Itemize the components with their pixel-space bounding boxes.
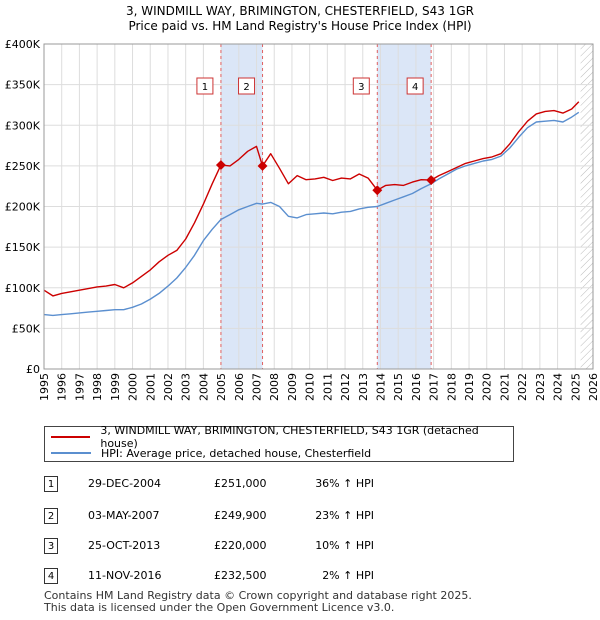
transaction-row: 2 03-MAY-2007 £249,900 23% ↑ HPI [44, 508, 564, 526]
x-tick-label: 2006 [233, 373, 246, 401]
x-tick-label: 2003 [180, 373, 193, 401]
chart-legend: 3, WINDMILL WAY, BRIMINGTON, CHESTERFIEL… [44, 424, 514, 462]
chart-title-line2: Price paid vs. HM Land Registry's House … [128, 19, 472, 33]
x-tick-label: 2002 [162, 373, 175, 401]
y-tick-label: £0 [26, 363, 40, 376]
x-tick-label: 1997 [73, 373, 86, 401]
x-tick-label: 2022 [516, 373, 529, 401]
sale-label-text: 3 [358, 82, 364, 93]
x-tick-label: 2014 [374, 373, 387, 401]
chart-title-line1: 3, WINDMILL WAY, BRIMINGTON, CHESTERFIEL… [125, 4, 475, 18]
x-tick-label: 2007 [251, 373, 264, 401]
x-tick-label: 2026 [587, 373, 600, 401]
y-tick-label: £300K [5, 119, 41, 132]
property-price-line [44, 101, 580, 297]
x-tick-label: 2019 [463, 373, 476, 401]
legend-item-property: 3, WINDMILL WAY, BRIMINGTON, CHESTERFIEL… [51, 424, 513, 450]
price-chart: 1 2 3 4 £0 £50K £100K £150K £200K £250K £300K £350K… [5, 38, 600, 401]
sale-label-text: 1 [202, 82, 208, 93]
x-tick-label: 2025 [569, 373, 582, 401]
sale-label-text: 4 [412, 82, 418, 93]
x-tick-label: 2021 [498, 373, 511, 401]
transaction-hpi-change: 23% ↑ HPI [315, 509, 374, 522]
sale-label-box [238, 77, 256, 95]
plot-frame [43, 43, 594, 370]
y-tick-label: £250K [5, 160, 41, 173]
transaction-price: £232,500 [214, 569, 267, 582]
transaction-row: 3 25-OCT-2013 £220,000 10% ↑ HPI [44, 538, 564, 556]
hpi-line-swatch [51, 452, 91, 454]
transaction-row: 4 11-NOV-2016 £232,500 2% ↑ HPI [44, 568, 564, 586]
x-tick-label: 2024 [552, 373, 565, 401]
x-tick-label: 2008 [268, 373, 281, 401]
transaction-date: 29-DEC-2004 [88, 477, 162, 490]
x-tick-label: 2004 [197, 373, 210, 401]
sale-point [372, 185, 383, 196]
hpi-line [44, 111, 580, 317]
x-tick-label: 1999 [109, 373, 122, 401]
transaction-date: 11-NOV-2016 [88, 569, 162, 582]
x-tick-label: 2005 [215, 373, 228, 401]
property-line-swatch [51, 436, 91, 438]
x-tick-label: 2020 [481, 373, 494, 401]
transaction-price: £251,000 [214, 477, 267, 490]
y-tick-label: £150K [5, 241, 41, 254]
x-tick-label: 1998 [91, 373, 104, 401]
y-tick-label: £200K [5, 201, 41, 214]
x-tick-label: 2012 [339, 373, 352, 401]
transaction-date: 03-MAY-2007 [88, 509, 160, 522]
transaction-number-badge: 3 [44, 538, 58, 554]
legend-item-hpi: HPI: Average price, detached house, Ches… [51, 445, 371, 461]
footer-line-2: This data is licensed under the Open Gov… [44, 601, 395, 614]
sale-label-text: 2 [243, 82, 249, 93]
x-tick-label: 2013 [357, 373, 370, 401]
y-tick-label: £50K [12, 322, 41, 335]
x-tick-label: 2017 [428, 373, 441, 401]
transaction-date: 25-OCT-2013 [88, 539, 161, 552]
x-tick-label: 2023 [534, 373, 547, 401]
sale-point [215, 160, 226, 171]
transaction-number-badge: 4 [44, 568, 58, 584]
x-tick-label: 2009 [286, 373, 299, 401]
x-tick-label: 2011 [321, 373, 334, 401]
sale-label-box [196, 77, 214, 95]
x-tick-label: 1996 [56, 373, 69, 401]
transaction-number-badge: 2 [44, 508, 58, 524]
y-tick-label: £400K [5, 38, 41, 51]
transaction-row: 1 29-DEC-2004 £251,000 36% ↑ HPI [44, 476, 564, 494]
sale-point [426, 175, 437, 186]
y-tick-label: £350K [5, 79, 41, 92]
sale-label-box [406, 77, 424, 95]
x-tick-label: 2001 [144, 373, 157, 401]
sale-point [257, 161, 268, 171]
x-tick-label: 1995 [38, 373, 51, 401]
transaction-price: £220,000 [214, 539, 267, 552]
legend-property-label: 3, WINDMILL WAY, BRIMINGTON, CHESTERFIEL… [100, 424, 479, 450]
x-tick-label: 2015 [392, 373, 405, 401]
transaction-hpi-change: 36% ↑ HPI [315, 477, 374, 490]
legend-hpi-label: HPI: Average price, detached house, Ches… [101, 446, 372, 460]
transaction-hpi-change: 2% ↑ HPI [322, 569, 374, 582]
sale-label-box [352, 77, 370, 95]
footer-attribution: Contains HM Land Registry data © Crown c… [44, 590, 472, 614]
transaction-hpi-change: 10% ↑ HPI [315, 539, 374, 552]
x-tick-label: 2000 [127, 373, 140, 401]
footer-line-1: Contains HM Land Registry data © Crown c… [44, 589, 472, 602]
transaction-number-badge: 1 [44, 476, 58, 492]
x-tick-label: 2018 [445, 373, 458, 401]
transaction-price: £249,900 [214, 509, 267, 522]
y-tick-label: £100K [5, 282, 41, 295]
x-tick-label: 2016 [410, 373, 423, 401]
x-tick-label: 2010 [304, 373, 317, 401]
